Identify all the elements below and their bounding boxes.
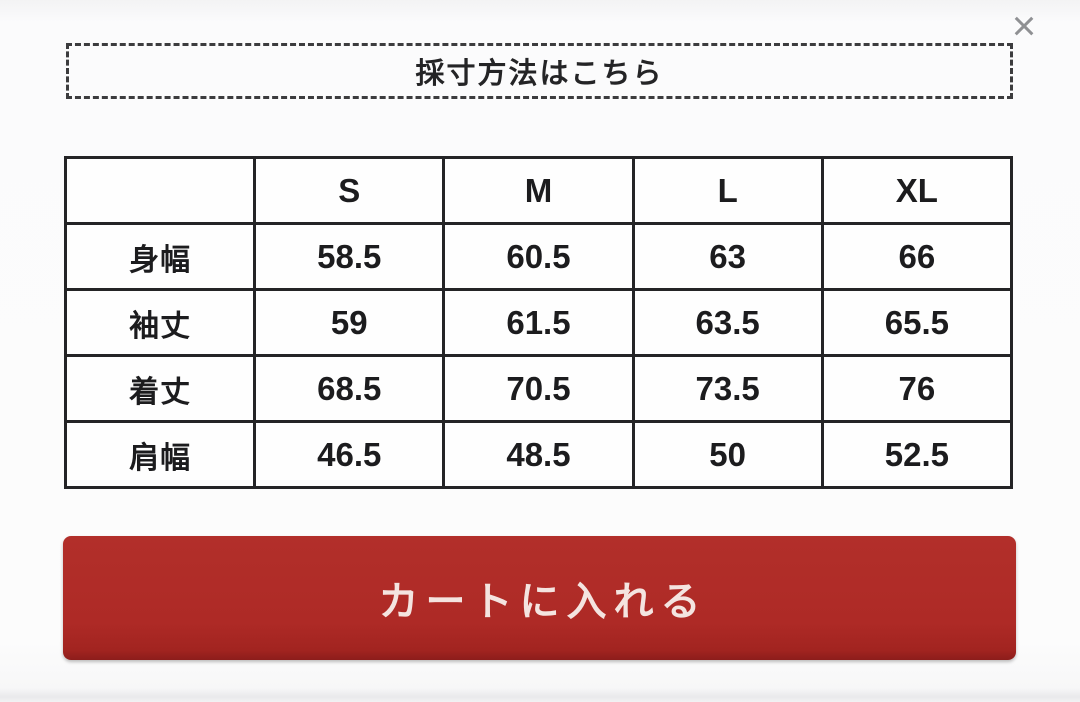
size-table-cell: 50 bbox=[631, 420, 824, 489]
size-table-header-m: M bbox=[442, 156, 635, 225]
size-table-cell: 61.5 bbox=[442, 288, 635, 357]
row-label-garment-length: 着丈 bbox=[63, 354, 257, 423]
size-table-corner-cell bbox=[63, 156, 257, 225]
size-table-cell: 52.5 bbox=[820, 420, 1014, 489]
size-table-header-l: L bbox=[631, 156, 824, 225]
size-table-row-garment-length: 着丈 68.5 70.5 73.5 76 bbox=[63, 354, 1014, 423]
size-table-cell: 63 bbox=[631, 222, 824, 291]
close-icon[interactable]: × bbox=[1011, 2, 1037, 49]
add-to-cart-label: カートに入れる bbox=[378, 580, 708, 624]
size-table-row-shoulder-width: 肩幅 46.5 48.5 50 52.5 bbox=[63, 420, 1014, 489]
size-table-cell: 68.5 bbox=[253, 354, 446, 423]
size-table: S M L XL 身幅 58.5 60.5 63 66 袖丈 59 61.5 6… bbox=[63, 156, 1014, 489]
size-table-cell: 65.5 bbox=[820, 288, 1014, 357]
row-label-sleeve-length: 袖丈 bbox=[63, 288, 257, 357]
size-table-cell: 59 bbox=[253, 288, 446, 357]
size-table-cell: 48.5 bbox=[442, 420, 635, 489]
row-label-shoulder-width: 肩幅 bbox=[63, 420, 257, 489]
size-table-cell: 60.5 bbox=[442, 222, 635, 291]
row-label-body-width: 身幅 bbox=[63, 222, 257, 291]
size-table-cell: 66 bbox=[820, 222, 1014, 291]
size-table-cell: 73.5 bbox=[631, 354, 824, 423]
measure-guide-button[interactable]: 採寸方法はこちら bbox=[66, 43, 1013, 99]
size-table-header-xl: XL bbox=[820, 156, 1014, 225]
size-table-cell: 63.5 bbox=[631, 288, 824, 357]
size-table-header-s: S bbox=[253, 156, 446, 225]
size-table-cell: 70.5 bbox=[442, 354, 635, 423]
size-table-cell: 58.5 bbox=[253, 222, 446, 291]
size-table-row-body-width: 身幅 58.5 60.5 63 66 bbox=[63, 222, 1014, 291]
measure-guide-label: 採寸方法はこちら bbox=[415, 58, 664, 90]
add-to-cart-button[interactable]: カートに入れる bbox=[63, 536, 1016, 660]
size-table-row-sleeve-length: 袖丈 59 61.5 63.5 65.5 bbox=[63, 288, 1014, 357]
size-table-header-row: S M L XL bbox=[63, 156, 1014, 225]
size-table-cell: 76 bbox=[820, 354, 1014, 423]
size-table-cell: 46.5 bbox=[253, 420, 446, 489]
